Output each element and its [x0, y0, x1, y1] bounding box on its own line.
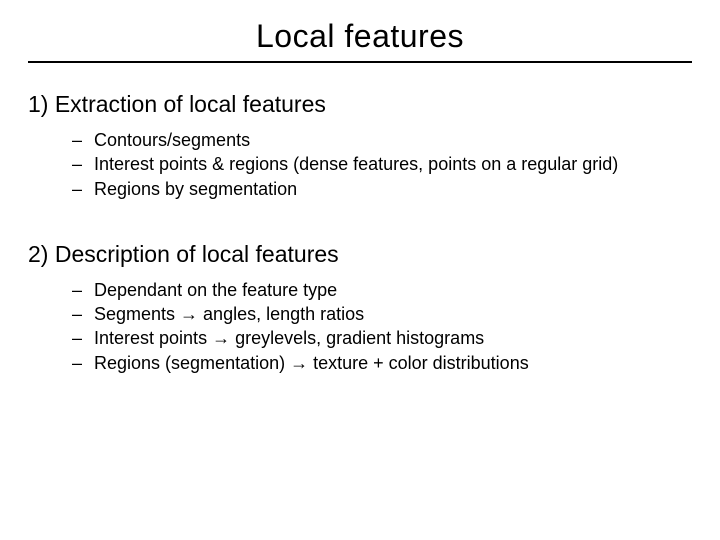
section-2-list: Dependant on the feature type Segments →…: [28, 278, 692, 375]
list-item: Contours/segments: [72, 128, 692, 152]
list-item: Interest points → greylevels, gradient h…: [72, 326, 692, 350]
title-rule: [28, 61, 692, 63]
list-item: Regions by segmentation: [72, 177, 692, 201]
list-item: Segments → angles, length ratios: [72, 302, 692, 326]
section-1: 1) Extraction of local features Contours…: [28, 91, 692, 201]
slide-title: Local features: [28, 18, 692, 61]
list-item: Interest points & regions (dense feature…: [72, 152, 692, 176]
section-1-list: Contours/segments Interest points & regi…: [28, 128, 692, 201]
slide: Local features 1) Extraction of local fe…: [0, 0, 720, 540]
section-2: 2) Description of local features Dependa…: [28, 241, 692, 375]
list-item: Regions (segmentation) → texture + color…: [72, 351, 692, 375]
section-2-heading: 2) Description of local features: [28, 241, 692, 268]
list-item: Dependant on the feature type: [72, 278, 692, 302]
section-1-heading: 1) Extraction of local features: [28, 91, 692, 118]
